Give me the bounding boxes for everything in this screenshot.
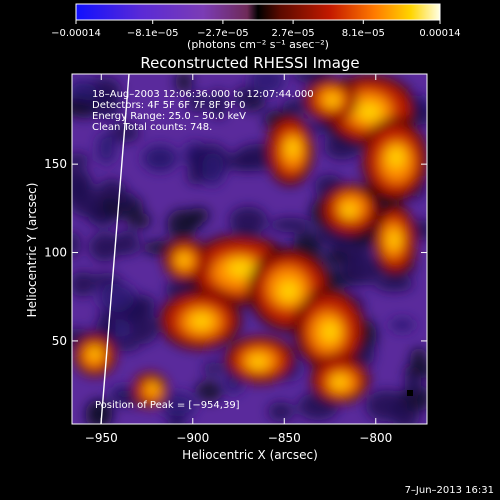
render-timestamp: 7–Jun–2013 16:31 <box>405 485 494 496</box>
heatmap-texture <box>341 255 381 286</box>
x-tick-label: −900 <box>176 431 209 445</box>
heatmap-texture <box>357 102 382 121</box>
colorbar-tick-label: 2.7e−05 <box>272 28 315 39</box>
heatmap-texture <box>249 74 285 96</box>
colorbar-gradient <box>75 3 441 21</box>
heatmap-texture <box>72 153 90 167</box>
heatmap-texture <box>267 401 294 422</box>
heatmap-texture <box>190 313 212 329</box>
heatmap-texture <box>88 232 121 262</box>
heatmap-texture <box>270 217 311 233</box>
colorbar: −0.00014 −8.1e−05 −2.7e−05 2.7e−05 8.1e−05 0.… <box>51 3 461 51</box>
y-tick-label: 100 <box>44 246 67 260</box>
colorbar-tick-labels: −0.00014 −8.1e−05 −2.7e−05 2.7e−05 8.1e−05 0.… <box>51 28 461 39</box>
colorbar-tick-label: −0.00014 <box>51 28 101 39</box>
heatmap-texture <box>341 203 357 218</box>
annotations: 18–Aug–2003 12:06:36.000 to 12:07:44.000… <box>92 89 314 411</box>
heatmap-texture <box>129 313 158 344</box>
heatmap-texture <box>202 151 225 187</box>
annotation-time-range: 18–Aug–2003 12:06:36.000 to 12:07:44.000 <box>92 89 314 100</box>
heatmap-texture <box>178 254 189 266</box>
annotation-clean-counts: Clean Total counts: 748. <box>92 122 212 133</box>
heatmap-texture <box>365 390 409 422</box>
heatmap-texture <box>113 192 137 209</box>
heatmap-texture <box>186 168 207 185</box>
y-tick-label: 50 <box>52 334 67 348</box>
y-axis-ticks: 50 100 150 <box>44 157 427 348</box>
heatmap-texture <box>374 275 414 292</box>
heatmap-texture <box>148 382 158 392</box>
heatmap-texture <box>97 282 136 312</box>
solar-limb-line <box>100 74 130 424</box>
x-axis-label: Heliocentric X (arcsec) <box>182 448 318 462</box>
peak-position-label: Position of Peak = [−954,39] <box>95 400 240 411</box>
heatmap-texture <box>87 201 104 225</box>
heatmap-texture <box>72 166 93 203</box>
heatmap-texture <box>187 92 208 113</box>
colorbar-ticks <box>75 20 441 24</box>
heatmap-texture <box>93 90 122 119</box>
heatmap-texture <box>202 362 223 375</box>
heatmap-texture <box>195 380 223 402</box>
heatmap-texture <box>127 212 152 229</box>
colorbar-tick-label: −2.7e−05 <box>197 28 249 39</box>
heatmap-texture <box>389 230 400 249</box>
heatmap-texture <box>226 259 254 278</box>
heatmap-texture <box>160 391 196 421</box>
colorbar-unit-label: (photons cm⁻² s⁻¹ asec⁻²) <box>187 38 329 51</box>
heatmap-texture <box>387 147 405 169</box>
heatmap-texture <box>292 74 327 83</box>
heatmap-texture <box>72 98 96 117</box>
x-axis-ticks: −950 −900 −850 −800 <box>85 74 392 445</box>
heatmap-texture <box>249 356 268 369</box>
heatmap-texture <box>141 144 179 172</box>
heatmap-texture <box>168 414 185 424</box>
colorbar-tick-label: 0.00014 <box>419 28 460 39</box>
heatmap-texture <box>286 139 299 158</box>
x-tick-label: −950 <box>85 431 118 445</box>
x-tick-label: −800 <box>359 431 392 445</box>
heatmap-texture <box>72 231 81 258</box>
heatmap-texture <box>187 207 210 224</box>
heatmap-texture <box>278 280 300 302</box>
heatmap-texture <box>331 375 347 388</box>
heatmap-texture <box>96 132 116 165</box>
heatmap-texture <box>282 98 310 114</box>
heatmap-texture <box>89 347 101 358</box>
heatmap-texture <box>325 95 340 107</box>
colorbar-tick-label: 8.1e−05 <box>342 28 385 39</box>
annotation-energy-range: Energy Range: 25.0 – 50.0 keV <box>92 111 246 122</box>
x-tick-label: −850 <box>268 431 301 445</box>
heatmap-texture <box>72 271 96 297</box>
chart-title: Reconstructed RHESSI Image <box>140 54 359 72</box>
heatmap-texture <box>116 230 139 256</box>
heatmap-texture <box>113 337 140 352</box>
heatmap-texture <box>208 89 229 119</box>
y-axis-label: Heliocentric Y (arcsec) <box>25 183 39 318</box>
heatmap-texture <box>322 251 350 266</box>
plot-frame <box>71 73 428 425</box>
heatmap-texture <box>234 86 257 106</box>
annotation-detectors: Detectors: 4F 5F 6F 7F 8F 9F 0 <box>92 100 245 111</box>
peak-marker <box>407 390 413 396</box>
heatmap-texture <box>404 364 427 378</box>
heatmap-texture <box>175 74 193 93</box>
heatmap-texture <box>389 318 416 332</box>
heatmap-texture <box>109 385 139 400</box>
heatmap-texture <box>229 206 268 236</box>
y-tick-label: 150 <box>44 157 67 171</box>
heatmap-texture <box>321 321 340 343</box>
heatmap-image <box>72 74 427 424</box>
plot-area: −950 −900 −850 −800 50 100 150 <box>44 73 428 445</box>
colorbar-tick-label: −8.1e−05 <box>127 28 179 39</box>
